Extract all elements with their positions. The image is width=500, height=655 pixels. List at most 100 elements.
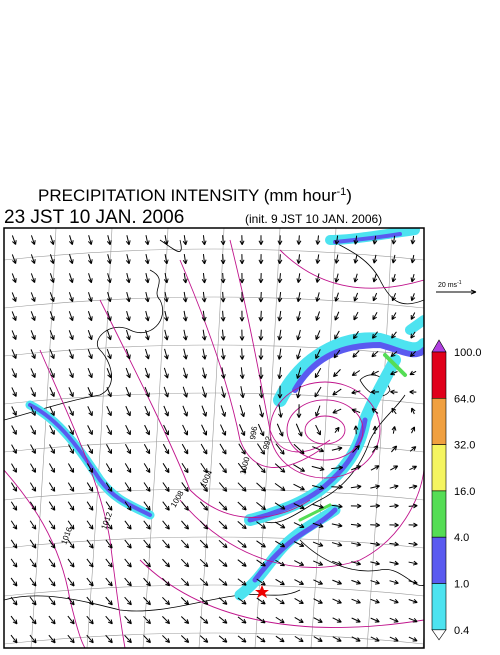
wind-arrow	[163, 235, 169, 246]
wind-arrow	[201, 405, 207, 417]
wind-arrow	[143, 635, 151, 644]
wind-arrow	[333, 369, 341, 378]
wind-arrow	[408, 503, 418, 509]
wind-arrow	[88, 292, 93, 303]
time: 23 JST 10 JAN. 2006	[4, 207, 184, 228]
wind-arrow	[162, 577, 171, 587]
wind-arrow	[49, 387, 55, 398]
wind-arrow	[372, 292, 378, 302]
wind-arrow	[277, 310, 283, 322]
wind-arrow	[256, 482, 266, 492]
wind-arrow	[351, 408, 361, 414]
wind-arrow	[87, 406, 93, 417]
wind-arrow	[334, 292, 340, 302]
wind-arrow	[125, 405, 131, 417]
wind-arrow	[391, 254, 397, 264]
wind-arrow	[30, 444, 36, 454]
location-star	[255, 585, 269, 598]
wind-arrow	[163, 386, 169, 398]
wind-arrow	[239, 273, 245, 284]
wind-arrow	[162, 463, 170, 474]
wind-arrow	[30, 387, 36, 397]
wind-arrow	[296, 235, 302, 245]
wind-arrow	[11, 311, 17, 321]
wind-arrow	[124, 501, 132, 511]
wind-arrow	[163, 424, 169, 436]
wind-arrow	[67, 501, 75, 511]
wind-arrow	[201, 235, 207, 246]
wind-arrow	[275, 559, 285, 567]
wind-arrow	[256, 559, 266, 567]
wind-arrow	[50, 235, 55, 245]
colorbar: 100.0 64.0 32.0 16.0 4.0 1.0 0.4	[431, 339, 482, 641]
wind-arrow	[68, 425, 74, 436]
wind-arrow	[277, 292, 283, 303]
wind-arrow	[105, 558, 113, 568]
wind-arrow	[275, 578, 285, 586]
wind-arrow	[391, 312, 397, 320]
wind-arrow	[409, 351, 416, 358]
isobars	[4, 239, 424, 648]
colorbar-segment	[431, 444, 447, 492]
wind-arrow	[410, 235, 416, 245]
wind-arrow	[144, 348, 150, 360]
wind-arrow	[389, 503, 399, 509]
wind-arrow	[48, 463, 56, 473]
wind-arrow	[370, 560, 380, 566]
colorbar-segment	[431, 490, 447, 538]
colorbar-segment	[431, 583, 447, 631]
wind-arrow	[144, 310, 150, 322]
wind-arrow	[67, 615, 75, 625]
wind-arrow	[296, 348, 302, 360]
wind-arrow	[68, 387, 74, 398]
wind-arrow	[220, 329, 226, 341]
title: PRECIPITATION INTENSITY (mm hour-1)	[38, 186, 352, 205]
wind-arrow	[106, 386, 112, 398]
wind-arrow	[86, 558, 94, 568]
wind-arrow	[293, 541, 305, 547]
wind-arrow	[143, 501, 151, 511]
wind-arrow	[332, 560, 343, 566]
wind-arrow	[67, 596, 75, 606]
wind-arrow	[106, 425, 112, 436]
wind-arrow	[125, 273, 131, 284]
wind-arrow	[294, 617, 304, 624]
wind-arrow	[199, 520, 209, 530]
wind-arrow	[410, 254, 416, 264]
wind-arrow	[144, 367, 150, 379]
meridian	[30, 228, 57, 648]
wind-arrow	[371, 331, 378, 339]
wind-arrow	[162, 482, 170, 492]
wind-arrow	[351, 541, 362, 547]
wind-arrow	[199, 616, 209, 624]
wind-arrow	[294, 560, 305, 566]
wind-arrow	[105, 482, 113, 492]
wind-arrow	[144, 272, 150, 284]
wind-arrow	[313, 617, 323, 623]
wind-arrow	[237, 616, 247, 624]
wind-arrow	[237, 635, 247, 643]
wind-arrow	[163, 254, 169, 265]
wind-arrow	[182, 424, 189, 436]
wind-arrow	[370, 522, 381, 528]
wind-arrow	[353, 292, 359, 302]
wind-arrow	[370, 503, 381, 509]
wind-arrow	[389, 484, 399, 490]
wind-arrow	[87, 387, 93, 398]
colorbar-label: 1.0	[454, 579, 469, 591]
wind-arrow	[143, 577, 151, 587]
wind-arrow	[314, 368, 322, 379]
wind-arrow	[389, 617, 399, 623]
wind-arrow	[125, 386, 131, 398]
wind-arrow	[143, 596, 151, 606]
wind-arrow	[49, 330, 55, 341]
wind-arrow	[220, 291, 226, 303]
wind-arrow	[334, 330, 340, 340]
wind-arrow	[277, 385, 283, 399]
wind-arrow	[218, 635, 228, 643]
wind-arrow	[143, 482, 151, 492]
wind-arrow	[353, 425, 359, 435]
wind-arrow	[238, 443, 246, 455]
wind-arrow	[86, 501, 94, 511]
wind-arrow	[351, 598, 361, 604]
